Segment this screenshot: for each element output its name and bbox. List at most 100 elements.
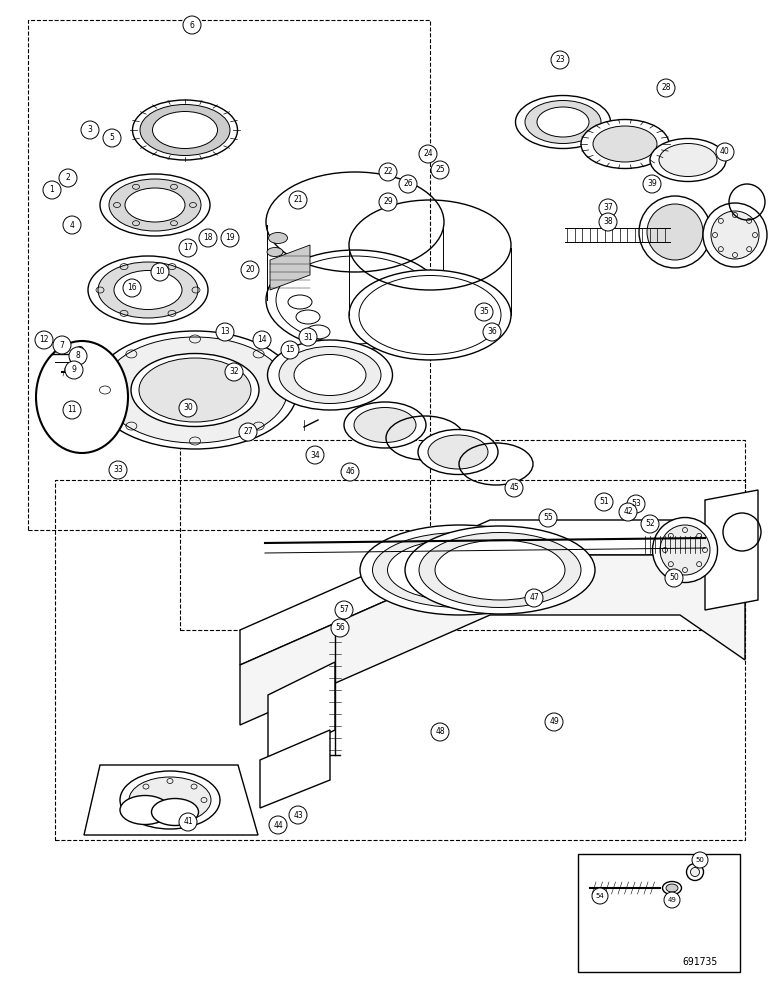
Circle shape [63,216,81,234]
Ellipse shape [652,518,717,582]
Text: 37: 37 [603,204,613,213]
Text: 48: 48 [435,728,445,736]
Ellipse shape [666,884,678,892]
Ellipse shape [593,126,657,162]
Text: 17: 17 [183,243,193,252]
Ellipse shape [359,275,501,355]
Circle shape [289,191,307,209]
Text: 15: 15 [285,346,295,355]
Circle shape [595,493,613,511]
Polygon shape [240,520,745,665]
Circle shape [341,463,359,481]
Text: 26: 26 [403,180,413,188]
Text: 6: 6 [190,20,195,29]
Circle shape [419,145,437,163]
Text: 21: 21 [293,196,303,205]
Ellipse shape [131,354,259,426]
Ellipse shape [662,882,682,894]
Text: 7: 7 [59,340,64,350]
Text: 31: 31 [303,332,313,342]
Circle shape [35,331,53,349]
Ellipse shape [279,347,381,403]
Circle shape [221,229,239,247]
Circle shape [53,336,71,354]
Text: 53: 53 [631,499,641,508]
Circle shape [657,79,675,97]
Polygon shape [260,730,330,808]
Ellipse shape [435,540,565,600]
Circle shape [179,813,197,831]
Ellipse shape [650,138,726,182]
Text: 39: 39 [647,180,657,188]
Ellipse shape [537,107,589,137]
Text: 20: 20 [245,265,255,274]
Circle shape [331,619,349,637]
Text: 23: 23 [555,55,565,64]
Circle shape [539,509,557,527]
Ellipse shape [647,204,703,260]
Text: 2: 2 [66,174,70,182]
Ellipse shape [120,771,220,829]
Ellipse shape [100,174,210,236]
Text: 52: 52 [645,520,655,528]
Text: 29: 29 [383,198,393,207]
Ellipse shape [153,111,218,148]
Ellipse shape [98,262,198,318]
Ellipse shape [581,119,669,168]
Bar [578,854,740,972]
Circle shape [505,479,523,497]
Polygon shape [270,245,310,290]
Text: 19: 19 [225,233,235,242]
Circle shape [664,892,680,908]
Ellipse shape [419,532,581,607]
Ellipse shape [294,355,366,395]
Text: 34: 34 [310,450,320,460]
Ellipse shape [686,863,703,880]
Ellipse shape [114,270,182,310]
Ellipse shape [690,867,699,876]
Ellipse shape [354,408,416,442]
Text: 47: 47 [529,593,539,602]
Text: 14: 14 [257,336,267,344]
Circle shape [59,169,77,187]
Text: 28: 28 [662,84,671,93]
Text: 50: 50 [669,574,679,582]
Circle shape [483,323,501,341]
Circle shape [627,495,645,513]
Polygon shape [268,662,335,763]
Circle shape [69,347,87,365]
Ellipse shape [93,331,297,449]
Text: 43: 43 [293,810,303,820]
Ellipse shape [109,179,201,231]
Polygon shape [84,765,258,835]
Circle shape [399,175,417,193]
Ellipse shape [129,777,211,823]
Ellipse shape [276,256,434,344]
Text: 18: 18 [203,233,213,242]
Text: 691735: 691735 [682,957,718,967]
Circle shape [379,193,397,211]
Text: 46: 46 [345,468,355,477]
Circle shape [299,328,317,346]
Text: 49: 49 [668,897,676,903]
Circle shape [151,263,169,281]
Circle shape [641,515,659,533]
Circle shape [431,723,449,741]
Circle shape [81,121,99,139]
Polygon shape [705,490,758,610]
Circle shape [179,239,197,257]
Text: 13: 13 [220,328,230,336]
Circle shape [599,213,617,231]
Ellipse shape [269,232,287,243]
Ellipse shape [125,188,185,222]
Circle shape [269,816,287,834]
Circle shape [216,323,234,341]
Text: 56: 56 [335,624,345,633]
Circle shape [525,589,543,607]
Circle shape [241,261,259,279]
Circle shape [551,51,569,69]
Circle shape [619,503,637,521]
Circle shape [63,401,81,419]
Ellipse shape [639,196,711,268]
Circle shape [239,423,257,441]
